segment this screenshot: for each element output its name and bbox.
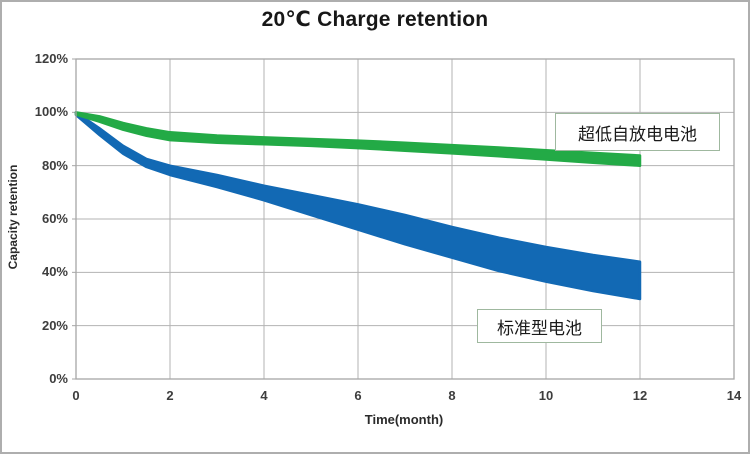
annotation-ultra-low-self-discharge-battery: 超低自放电电池 <box>555 113 720 151</box>
x-tick-label: 14 <box>726 388 742 403</box>
y-tick-label: 80% <box>41 157 68 173</box>
y-tick-label: 20% <box>41 317 68 333</box>
y-tick-label: 60% <box>41 211 68 226</box>
y-tick-label: 100% <box>34 104 68 120</box>
chart-title: 20℃ Charge retention <box>261 8 489 31</box>
series-band <box>74 111 642 167</box>
y-tick-label: 40% <box>41 264 68 280</box>
y-tick-label: 120% <box>34 51 68 66</box>
annotation-standard-battery: 标准型电池 <box>477 309 602 343</box>
x-tick-label: 4 <box>260 388 268 403</box>
y-tick-label: 0% <box>49 371 68 386</box>
x-tick-label: 10 <box>538 388 554 403</box>
plot-border <box>75 58 735 380</box>
x-tick-label: 8 <box>448 388 456 403</box>
x-tick-label: 0 <box>72 388 80 403</box>
x-axis-title: Time(month) <box>364 412 444 427</box>
series-band <box>74 111 642 301</box>
x-tick-label: 12 <box>632 388 648 403</box>
x-tick-label: 6 <box>354 388 362 403</box>
x-tick-label: 2 <box>166 388 174 403</box>
